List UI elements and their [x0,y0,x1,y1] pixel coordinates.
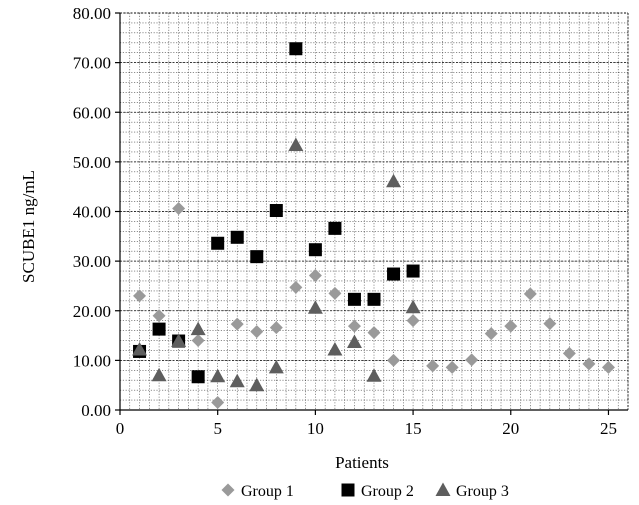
point-group1 [406,314,420,328]
point-group2 [387,267,401,281]
point-group3 [210,368,226,383]
point-group1 [191,334,205,348]
point-group2 [152,322,166,336]
point-group3 [249,377,265,392]
legend-label: Group 1 [241,483,294,500]
point-group3 [386,173,402,188]
x-tick-label: 10 [307,419,324,438]
point-group1 [523,287,537,301]
point-group3 [366,368,382,382]
y-tick-label: 60.00 [73,103,111,122]
point-group1 [543,317,557,331]
point-group1 [504,319,518,333]
point-group1 [269,321,283,335]
y-tick-label: 70.00 [73,54,111,73]
point-group3 [268,359,284,374]
legend-item-group-2: Group 2 [341,483,414,500]
x-tick-label: 5 [213,419,222,438]
y-tick-label: 80.00 [73,4,111,23]
y-tick-label: 40.00 [73,203,111,222]
y-tick-label: 50.00 [73,153,111,172]
point-group1 [582,357,596,371]
point-group3 [151,367,167,382]
point-group1 [250,325,264,339]
y-tick-label: 10.00 [73,351,111,370]
point-group1 [211,396,225,410]
x-axis-label: Patients [335,453,389,472]
point-group3 [171,333,187,348]
x-tick-label: 25 [600,419,617,438]
point-group1 [601,360,615,374]
point-group1 [172,202,186,216]
series-group-3 [132,137,421,392]
point-group2 [191,370,205,384]
x-tick-label: 0 [116,419,125,438]
legend-marker [341,483,355,497]
point-group1 [347,319,361,333]
point-group2 [347,292,361,306]
point-group3 [405,299,421,314]
y-axis-label: SCUBE1 ng/mL [19,170,38,283]
point-group1 [465,353,479,367]
point-group2 [289,42,303,56]
y-tick-label: 20.00 [73,302,111,321]
point-group1 [230,317,244,331]
data-points [132,42,615,410]
point-group1 [426,359,440,373]
tick-labels: 0.00 10.00 20.00 30.00 40.00 50.00 60.00 70.00 8… [73,4,617,438]
legend-marker [435,482,451,496]
point-group3 [190,321,206,336]
legend-label: Group 3 [456,483,509,500]
point-group2 [406,264,420,278]
point-group2 [230,230,244,244]
point-group2 [211,236,225,250]
point-group1 [387,353,401,367]
point-group1 [308,269,322,283]
point-group1 [289,280,303,294]
point-group3 [327,341,343,356]
point-group3 [229,373,245,388]
point-group1 [152,309,166,323]
y-tick-label: 0.00 [81,401,111,420]
point-group3 [288,137,304,152]
series-group-1 [133,202,615,410]
x-tick-label: 15 [405,419,422,438]
point-group3 [346,334,362,349]
point-group1 [133,289,147,303]
legend-marker [221,483,235,497]
point-group2 [250,250,264,264]
legend: Group 1 Group 2 Group 3 [221,482,509,500]
point-group1 [445,360,459,374]
point-group2 [308,243,322,257]
point-group1 [484,327,498,341]
axes [115,12,629,415]
legend-label: Group 2 [361,483,414,500]
point-group2 [367,292,381,306]
point-group3 [307,300,323,314]
point-group1 [367,326,381,340]
point-group2 [328,221,342,235]
point-group1 [328,286,342,300]
point-group3 [132,341,148,356]
y-tick-label: 30.00 [73,252,111,271]
point-group2 [269,204,283,218]
x-tick-label: 20 [502,419,519,438]
legend-item-group-1: Group 1 [221,483,294,500]
legend-item-group-3: Group 3 [435,482,509,500]
point-group1 [562,346,576,360]
